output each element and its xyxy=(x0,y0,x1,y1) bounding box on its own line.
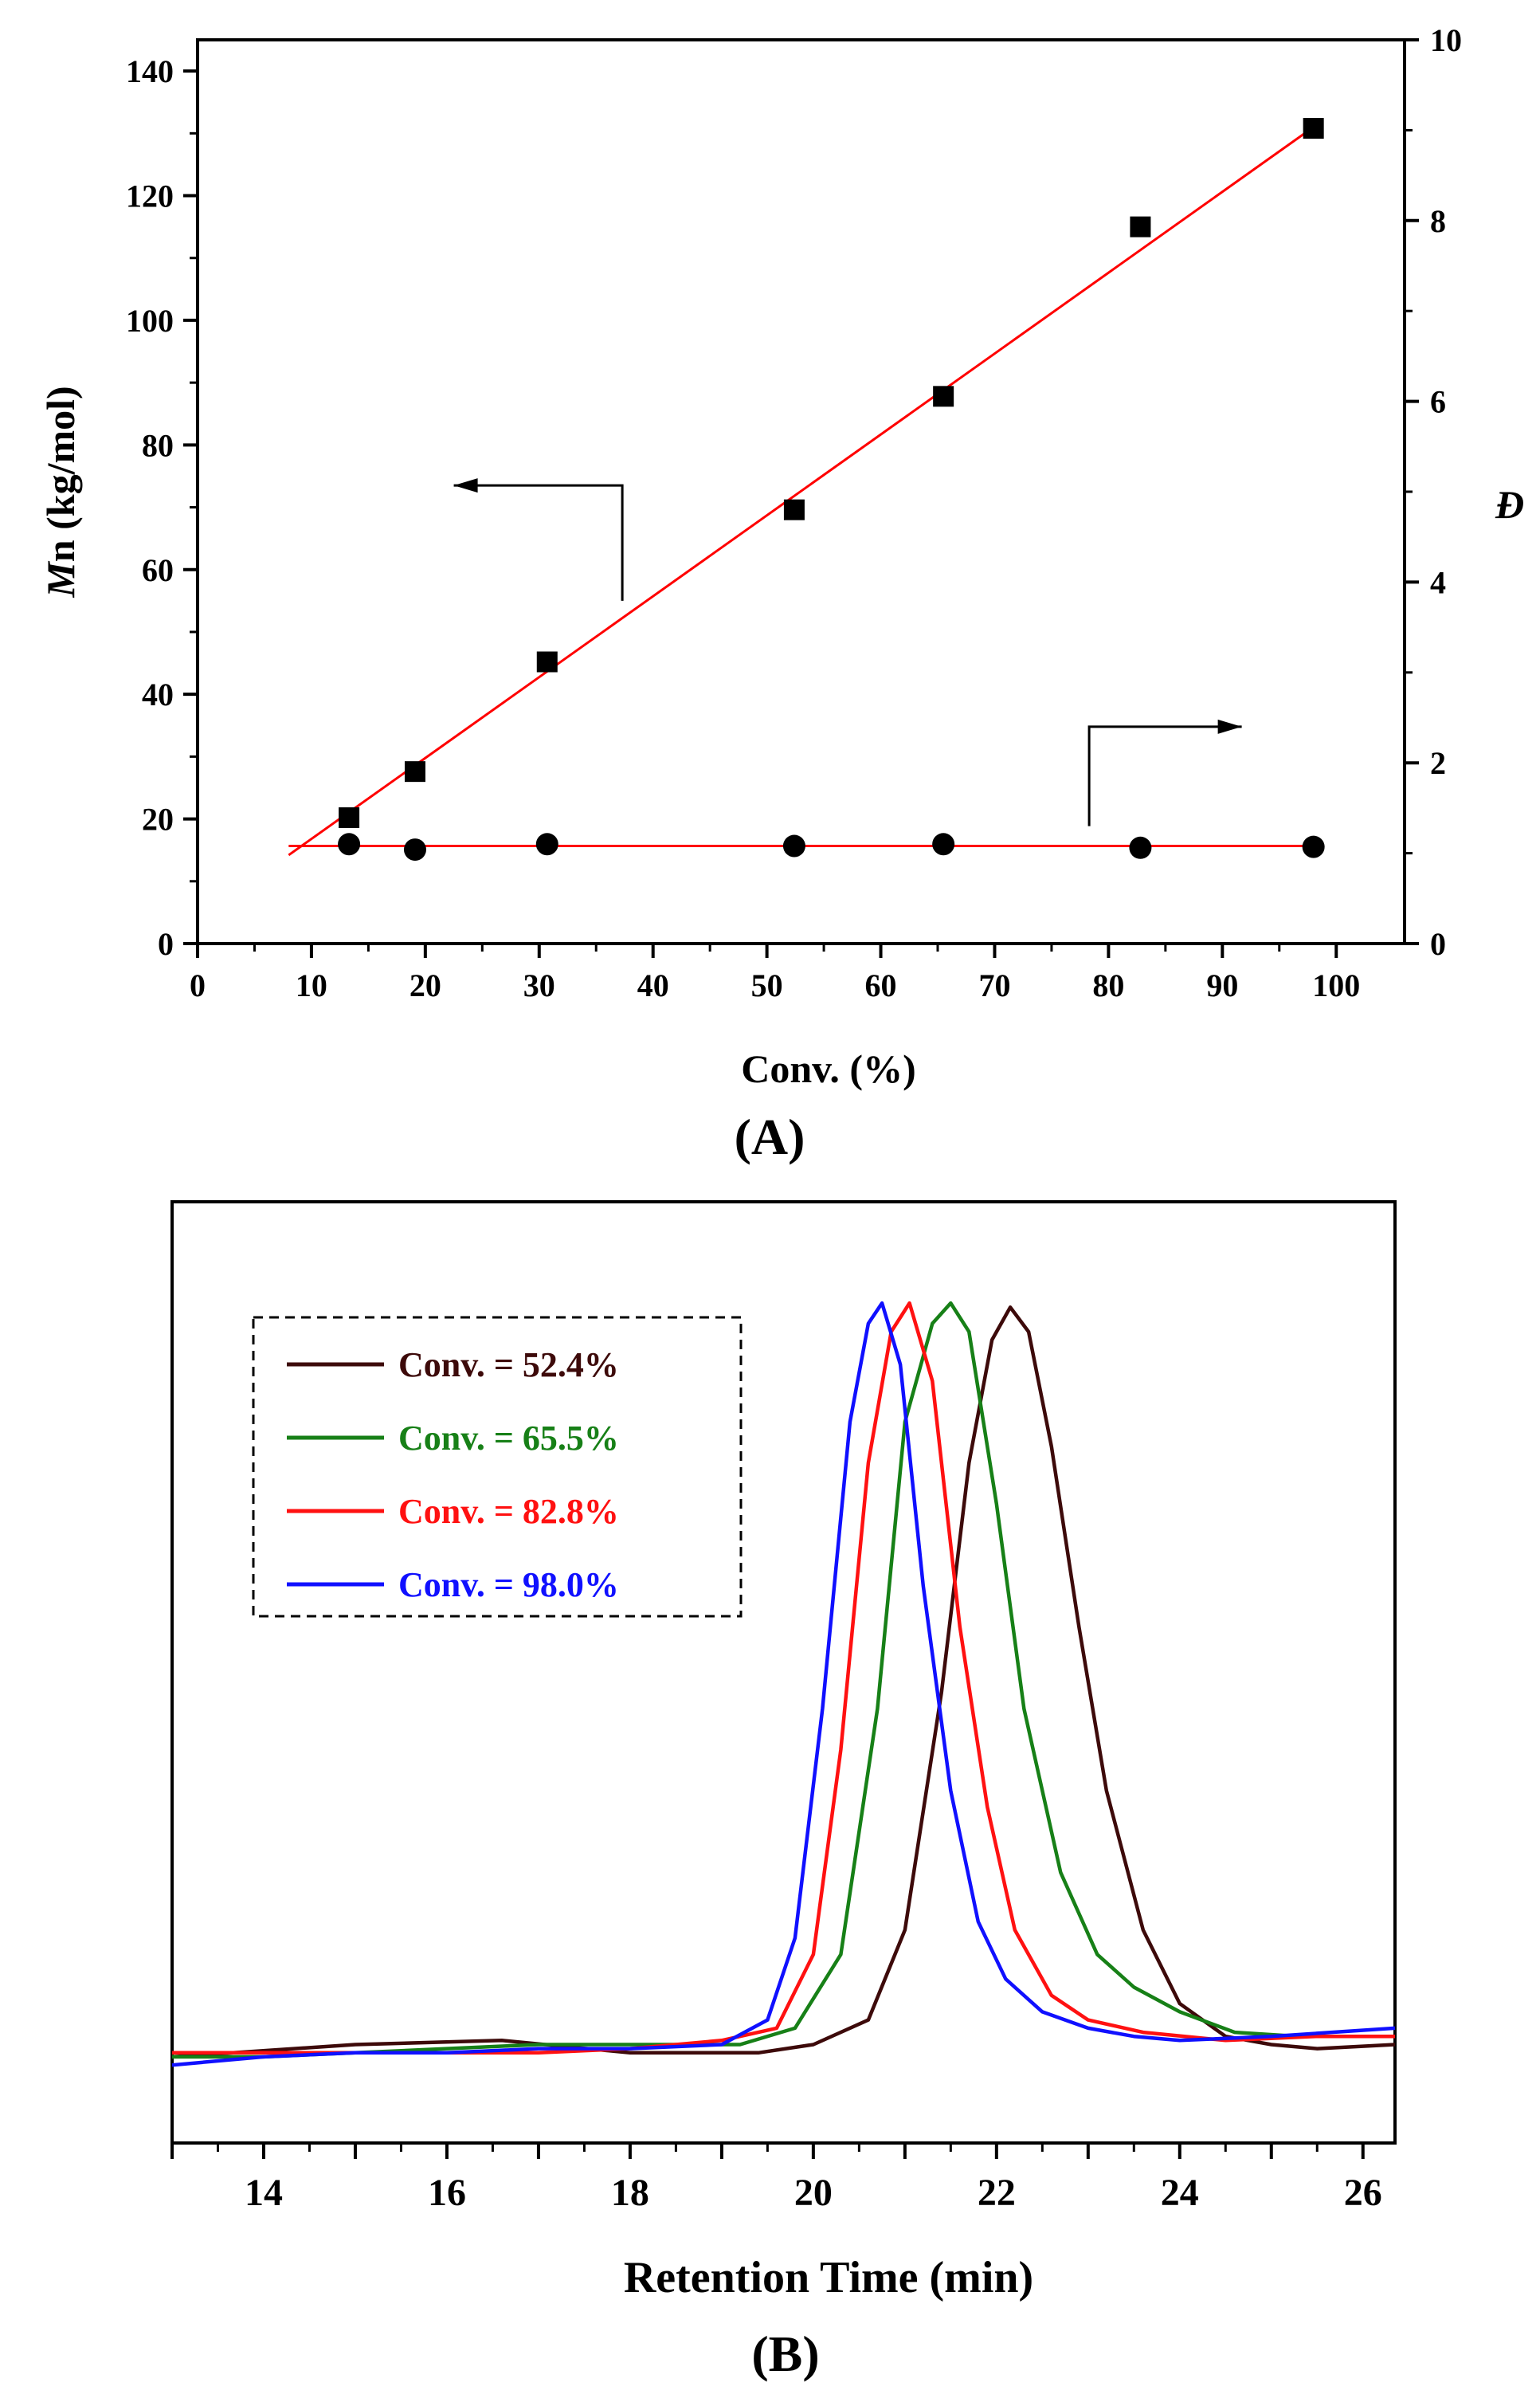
x-tick-label: 26 xyxy=(1344,2172,1382,2214)
gpc-trace xyxy=(171,1301,1396,2067)
x-tick-label: 20 xyxy=(794,2172,833,2214)
arrow-head xyxy=(1217,719,1242,734)
y2-tick-label: 2 xyxy=(1430,745,1446,781)
legend-label: Conv. = 52.4% xyxy=(398,1345,619,1384)
panel-a-y-axis-label-rest: n (kg/mol) xyxy=(38,386,83,562)
fit-line xyxy=(288,126,1315,857)
x-tick-label: 14 xyxy=(245,2172,283,2214)
panel-b-legend: Conv. = 52.4% Conv. = 65.5% Conv. = 82.8% C… xyxy=(252,1316,743,1618)
x-tick-label: 80 xyxy=(1092,967,1124,1003)
x-tick-label: 100 xyxy=(1312,967,1360,1003)
x-tick-label: 60 xyxy=(865,967,897,1003)
mn-point xyxy=(1130,216,1151,237)
dispersity-point xyxy=(782,834,805,858)
dispersity-point xyxy=(1302,835,1325,858)
x-tick-label: 18 xyxy=(611,2172,649,2214)
dispersity-point xyxy=(403,838,426,862)
mn-point xyxy=(339,807,360,829)
x-tick-label: 22 xyxy=(978,2172,1016,2214)
mn-point xyxy=(933,386,954,407)
legend-label: Conv. = 65.5% xyxy=(398,1419,619,1458)
x-tick-label: 70 xyxy=(978,967,1010,1003)
panel-a-chart: 0 10 20 30 40 50 60 70 80 90 100020406080100120140… xyxy=(38,22,1524,1165)
y-tick-label: 100 xyxy=(126,303,174,339)
x-tick-label: 90 xyxy=(1206,967,1238,1003)
y-tick-label: 120 xyxy=(126,179,174,214)
mn-point xyxy=(1303,118,1324,139)
x-tick-label: 16 xyxy=(428,2172,466,2214)
x-tick-label: 24 xyxy=(1161,2172,1199,2214)
arrow-line xyxy=(1087,725,1242,826)
panel-a-ticks: 0 10 20 30 40 50 60 70 80 90 100020406080100120140… xyxy=(126,22,1462,1003)
gpc-trace xyxy=(172,1301,1395,2059)
y2-tick-label: 6 xyxy=(1430,384,1446,420)
panel-a-y-axis-label-italic: M xyxy=(38,561,83,599)
y-tick-label: 40 xyxy=(142,677,174,712)
dispersity-point xyxy=(1129,836,1152,859)
panel-b-plot-frame xyxy=(170,1200,1397,2145)
y2-tick-label: 0 xyxy=(1430,926,1446,962)
mn-point xyxy=(536,651,558,673)
x-tick-label: 20 xyxy=(409,967,441,1003)
panel-b-ticks: 14 16 18 20 22 24 26 xyxy=(170,2143,1382,2214)
x-tick-label: 40 xyxy=(637,967,669,1003)
y2-tick-label: 8 xyxy=(1430,203,1446,239)
x-tick-label: 0 xyxy=(190,967,206,1003)
y2-tick-label: 10 xyxy=(1430,22,1462,58)
panel-a-x-axis-label: Conv. (%) xyxy=(741,1046,915,1091)
dispersity-point xyxy=(338,833,361,856)
dispersity-point xyxy=(535,833,558,856)
panel-a-marks xyxy=(288,118,1325,862)
mn-point xyxy=(404,761,425,783)
panel-a-y-axis-label: Mn (kg/mol) xyxy=(38,386,83,598)
panel-b-lines xyxy=(171,1301,1396,2067)
y-tick-label: 0 xyxy=(158,926,174,962)
panel-b-chart: 14 16 18 20 22 24 26 Conv. = 52.4% Conv. = 65.5… xyxy=(170,1200,1397,2382)
y-tick-label: 80 xyxy=(142,427,174,463)
y-tick-label: 140 xyxy=(126,53,174,89)
panel-a-label: (A) xyxy=(735,1109,805,1165)
arrow-line xyxy=(453,484,624,601)
panel-b-x-axis-label: Retention Time (min) xyxy=(624,2253,1033,2302)
y-tick-label: 60 xyxy=(142,552,174,588)
legend-box xyxy=(252,1316,743,1618)
x-tick-label: 50 xyxy=(751,967,783,1003)
arrow-head xyxy=(453,478,478,493)
legend-label: Conv. = 82.8% xyxy=(398,1492,619,1531)
y2-tick-label: 4 xyxy=(1430,564,1446,600)
legend-label: Conv. = 98.0% xyxy=(398,1565,619,1604)
dispersity-point xyxy=(932,833,955,856)
y-tick-label: 20 xyxy=(142,802,174,838)
panel-a-y2-axis-label: Đ xyxy=(1495,482,1524,527)
x-tick-label: 30 xyxy=(523,967,555,1003)
x-tick-label: 10 xyxy=(296,967,327,1003)
panel-b-label: (B) xyxy=(751,2325,819,2382)
mn-point xyxy=(783,499,805,520)
